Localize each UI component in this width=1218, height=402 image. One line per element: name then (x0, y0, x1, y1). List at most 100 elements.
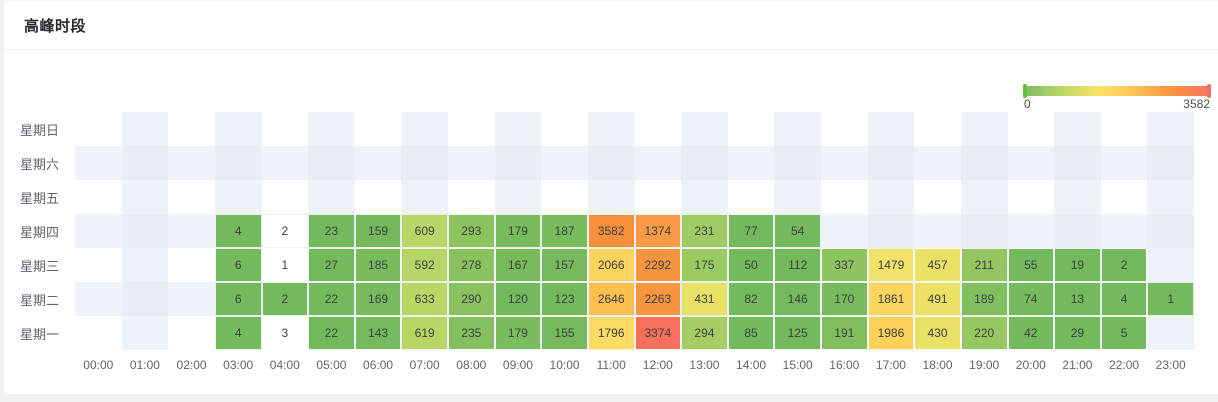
heatmap-cell[interactable]: 123 (542, 283, 587, 315)
heatmap-cell[interactable]: 143 (355, 317, 401, 349)
heatmap-cell[interactable]: 337 (822, 249, 867, 281)
heatmap-cell[interactable]: 457 (915, 249, 960, 281)
heatmap-cell[interactable]: 278 (449, 249, 494, 281)
x-axis-label: 19:00 (969, 358, 1000, 372)
heatmap-cell[interactable]: 112 (775, 249, 820, 281)
heatmap-bg-cell: 2 (261, 214, 309, 248)
heatmap-cell[interactable]: 185 (355, 249, 401, 281)
heatmap-bg-cell: 231 (681, 214, 728, 248)
heatmap-cell[interactable]: 22 (309, 317, 354, 349)
heatmap-cell[interactable]: 430 (915, 317, 960, 349)
heatmap-cell[interactable]: 2263 (635, 283, 681, 315)
heatmap-cell[interactable]: 1796 (588, 317, 634, 349)
heatmap-cell[interactable]: 167 (495, 249, 541, 281)
y-axis: 星期日 星期六 星期五 星期四 星期三 星期二 星期一 (20, 112, 72, 350)
heatmap-cell[interactable]: 27 (309, 249, 354, 281)
heatmap-bg-cell (914, 146, 961, 180)
heatmap-cell[interactable]: 431 (682, 283, 727, 315)
heatmap-cell[interactable]: 157 (542, 249, 587, 281)
heatmap-cell[interactable]: 82 (728, 283, 774, 315)
heatmap-cell[interactable]: 170 (822, 283, 867, 315)
heatmap-bg-cell (168, 316, 215, 350)
heatmap-cell[interactable]: 22 (309, 283, 354, 315)
heatmap-cell[interactable]: 1 (262, 249, 308, 281)
heatmap-cell[interactable]: 3 (262, 317, 308, 349)
x-axis-label: 09:00 (502, 358, 533, 372)
heatmap-cell[interactable]: 609 (402, 215, 447, 247)
heatmap-bg-cell: 29 (1054, 316, 1101, 350)
heatmap-cell[interactable]: 169 (355, 283, 401, 315)
heatmap-cell[interactable]: 220 (961, 317, 1007, 349)
heatmap-cell[interactable]: 179 (495, 215, 541, 247)
x-axis-label: 04:00 (269, 358, 300, 372)
heatmap-bg-cell: 77 (727, 214, 775, 248)
heatmap-bg-cell (308, 112, 355, 146)
heatmap-cell[interactable]: 120 (495, 283, 541, 315)
heatmap-bg-cell (587, 180, 635, 214)
heatmap-cell[interactable]: 189 (961, 283, 1007, 315)
heatmap-cell[interactable]: 211 (961, 249, 1007, 281)
heatmap-cell[interactable]: 231 (682, 215, 727, 247)
heatmap-cell[interactable]: 2 (262, 215, 308, 247)
heatmap-bg-cell: 191 (821, 316, 868, 350)
heatmap-cell[interactable]: 1479 (868, 249, 914, 281)
heatmap-cell[interactable]: 74 (1008, 283, 1054, 315)
heatmap-cell[interactable]: 2646 (588, 283, 634, 315)
heatmap-cell[interactable]: 1986 (868, 317, 914, 349)
heatmap-cell[interactable]: 77 (728, 215, 774, 247)
heatmap-cell[interactable]: 4 (215, 317, 261, 349)
heatmap-bg-cell (634, 146, 682, 180)
heatmap-cell[interactable]: 146 (775, 283, 820, 315)
heatmap-cell[interactable]: 6 (215, 249, 261, 281)
heatmap-bg-cell: 170 (821, 282, 868, 316)
heatmap-cell[interactable]: 191 (822, 317, 867, 349)
heatmap-cell[interactable]: 179 (495, 317, 541, 349)
heatmap-cell[interactable]: 235 (449, 317, 494, 349)
heatmap-bg-cell (494, 180, 542, 214)
x-axis-label: 18:00 (922, 358, 953, 372)
heatmap-cell[interactable]: 4 (215, 215, 261, 247)
heatmap-cell[interactable]: 3374 (635, 317, 681, 349)
heatmap-bg-cell: 50 (727, 248, 775, 282)
heatmap-cell[interactable]: 2292 (635, 249, 681, 281)
heatmap-cell[interactable]: 55 (1008, 249, 1054, 281)
legend-max-handle[interactable] (1207, 84, 1211, 98)
heatmap-cell[interactable]: 633 (402, 283, 447, 315)
heatmap-cell[interactable]: 125 (775, 317, 820, 349)
heatmap-cell[interactable]: 619 (402, 317, 447, 349)
heatmap-cell[interactable]: 290 (449, 283, 494, 315)
heatmap-cell[interactable]: 592 (402, 249, 447, 281)
heatmap-cell[interactable]: 2066 (588, 249, 634, 281)
heatmap-cell[interactable]: 4 (1101, 283, 1147, 315)
heatmap-cell[interactable]: 1861 (868, 283, 914, 315)
heatmap-cell[interactable]: 29 (1055, 317, 1100, 349)
heatmap-cell[interactable]: 2 (262, 283, 308, 315)
heatmap-cell[interactable]: 187 (542, 215, 587, 247)
heatmap-cell[interactable]: 50 (728, 249, 774, 281)
heatmap-cell[interactable]: 85 (728, 317, 774, 349)
heatmap-cell[interactable]: 54 (775, 215, 820, 247)
heatmap-cell[interactable]: 294 (682, 317, 727, 349)
heatmap-cell[interactable]: 6 (215, 283, 261, 315)
heatmap-cell[interactable]: 5 (1101, 317, 1147, 349)
x-axis-label: 14:00 (736, 358, 767, 372)
legend-min-handle[interactable] (1023, 84, 1027, 98)
heatmap-cell[interactable]: 159 (355, 215, 401, 247)
heatmap-cell[interactable]: 13 (1055, 283, 1100, 315)
heatmap-cell[interactable]: 2 (1101, 249, 1147, 281)
heatmap-cell[interactable]: 1374 (635, 215, 681, 247)
heatmap-cell[interactable]: 42 (1008, 317, 1054, 349)
x-axis-label: 11:00 (596, 358, 626, 372)
heatmap-cell[interactable]: 293 (449, 215, 494, 247)
heatmap-cell[interactable]: 19 (1055, 249, 1100, 281)
legend-gradient-bar[interactable] (1023, 84, 1211, 98)
heatmap-cell[interactable]: 1 (1148, 283, 1193, 315)
heatmap-cell[interactable]: 23 (309, 215, 354, 247)
heatmap-bg-cell: 290 (448, 282, 495, 316)
heatmap-cell[interactable]: 155 (542, 317, 587, 349)
heatmap-cell[interactable]: 491 (915, 283, 960, 315)
heatmap-bg-cell (214, 112, 262, 146)
heatmap-cell[interactable]: 175 (682, 249, 727, 281)
heatmap-cell[interactable]: 3582 (588, 215, 634, 247)
x-axis-label: 16:00 (829, 358, 860, 372)
